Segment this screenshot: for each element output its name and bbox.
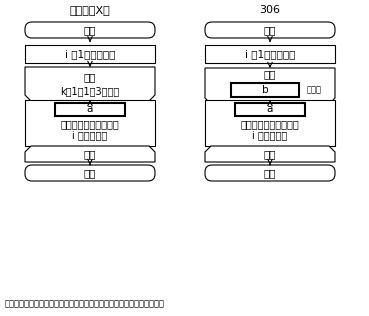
Polygon shape [205,146,335,162]
Text: 開始: 開始 [264,25,276,35]
Text: ［流れ図X］: ［流れ図X］ [70,5,110,15]
FancyBboxPatch shape [205,165,335,181]
Text: 変換: 変換 [84,149,96,159]
Text: 終了: 終了 [264,168,276,178]
Text: （注）ループ端の繰返し指定は，変数名：初期値，増分，終値を示す。: （注）ループ端の繰返し指定は，変数名：初期値，増分，終値を示す。 [5,299,165,308]
Text: a: a [87,104,93,114]
Text: a: a [267,104,273,114]
Text: 変換: 変換 [84,72,96,82]
FancyBboxPatch shape [25,22,155,38]
Text: i に1を格納する: i に1を格納する [245,49,295,59]
Text: 開始: 開始 [84,25,96,35]
Bar [55,102,125,116]
Bar [205,45,335,63]
Text: 変換: 変換 [264,149,276,159]
Text: 変換: 変換 [264,69,276,79]
Text: を計算し，その結果を: を計算し，その結果を [241,119,299,129]
FancyBboxPatch shape [205,22,335,38]
Bar [205,100,335,146]
Polygon shape [25,67,155,101]
Bar [235,102,305,116]
Text: 終了: 終了 [84,168,96,178]
Text: i に格納する: i に格納する [72,130,108,140]
Text: 306: 306 [259,5,280,15]
Bar [231,83,299,97]
Bar [25,100,155,146]
Text: i に1を格納する: i に1を格納する [65,49,115,59]
Text: i に格納する: i に格納する [252,130,287,140]
FancyBboxPatch shape [25,165,155,181]
Polygon shape [205,68,335,104]
Text: を計算し，その結果を: を計算し，その結果を [61,119,120,129]
Bar [25,45,155,63]
Text: k：1，1，3（注）: k：1，1，3（注） [61,86,120,96]
Text: （注）: （注） [307,86,321,94]
Text: b: b [262,85,268,95]
Polygon shape [25,146,155,162]
